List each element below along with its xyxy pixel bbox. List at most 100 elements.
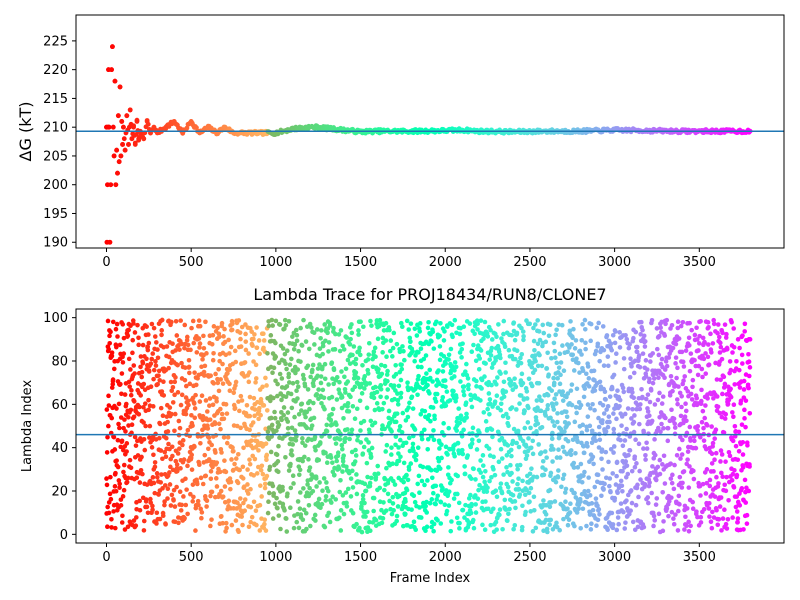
delta-g-point bbox=[113, 182, 119, 188]
lambda-point bbox=[320, 364, 325, 370]
lambda-point bbox=[284, 529, 290, 534]
lambda-point bbox=[679, 452, 685, 457]
lambda-point bbox=[705, 354, 711, 360]
lambda-point bbox=[655, 397, 661, 403]
lambda-x-ticks: 0 500 1000 1500 2000 2500 3000 3500 bbox=[102, 543, 716, 565]
lambda-point bbox=[722, 507, 727, 513]
lambda-point bbox=[425, 325, 431, 331]
lambda-point bbox=[285, 425, 291, 431]
lambda-point bbox=[222, 484, 228, 489]
lambda-point bbox=[146, 369, 152, 374]
lambda-point bbox=[558, 372, 563, 378]
lambda-point bbox=[717, 504, 723, 509]
lambda-point bbox=[562, 490, 568, 495]
lambda-point bbox=[528, 445, 534, 451]
lambda-point bbox=[620, 443, 626, 449]
lambda-point bbox=[649, 490, 654, 496]
lambda-point bbox=[469, 404, 475, 410]
lambda-point bbox=[197, 399, 203, 404]
lambda-point bbox=[364, 460, 370, 466]
lambda-point bbox=[535, 341, 541, 347]
lambda-point bbox=[701, 356, 707, 362]
lambda-point bbox=[227, 381, 232, 387]
lambda-point bbox=[541, 528, 546, 534]
lambda-point bbox=[676, 384, 681, 389]
lambda-point bbox=[720, 474, 725, 480]
lambda-point bbox=[208, 476, 214, 482]
lambda-point bbox=[342, 439, 347, 445]
lambda-point bbox=[215, 325, 220, 331]
lambda-point bbox=[474, 384, 479, 389]
lambda-point bbox=[490, 434, 495, 440]
lambda-point bbox=[403, 499, 408, 504]
lambda-point bbox=[107, 491, 113, 497]
lambda-point bbox=[282, 326, 287, 332]
lambda-point bbox=[611, 444, 617, 449]
lambda-point bbox=[466, 382, 471, 388]
lambda-point bbox=[338, 478, 343, 483]
lambda-point bbox=[151, 452, 156, 458]
delta-g-x-tick-label: 2500 bbox=[513, 255, 546, 270]
lambda-point bbox=[398, 454, 403, 460]
lambda-point bbox=[536, 329, 542, 334]
lambda-point bbox=[414, 452, 419, 458]
lambda-point bbox=[206, 435, 212, 440]
lambda-point bbox=[731, 485, 737, 490]
lambda-point bbox=[126, 379, 132, 385]
lambda-point bbox=[367, 381, 373, 386]
lambda-point bbox=[462, 471, 468, 477]
lambda-point bbox=[565, 349, 570, 355]
lambda-point bbox=[257, 528, 263, 533]
lambda-point bbox=[328, 455, 334, 460]
lambda-point bbox=[722, 416, 728, 421]
lambda-point bbox=[607, 483, 612, 489]
lambda-point bbox=[623, 332, 628, 338]
lambda-point bbox=[572, 419, 578, 425]
lambda-point bbox=[302, 383, 308, 389]
lambda-point bbox=[267, 490, 272, 496]
lambda-point bbox=[613, 329, 618, 334]
lambda-point bbox=[135, 322, 140, 328]
lambda-point bbox=[601, 411, 607, 416]
lambda-point bbox=[130, 350, 135, 356]
lambda-point bbox=[344, 500, 349, 506]
lambda-point bbox=[240, 464, 246, 470]
delta-g-point bbox=[121, 124, 126, 130]
lambda-point bbox=[323, 494, 329, 499]
lambda-point bbox=[683, 348, 689, 353]
lambda-point bbox=[554, 455, 560, 460]
lambda-point bbox=[224, 440, 230, 446]
lambda-point bbox=[296, 525, 302, 531]
lambda-point bbox=[330, 460, 335, 465]
lambda-point bbox=[179, 341, 185, 347]
lambda-point bbox=[547, 522, 552, 527]
lambda-point bbox=[280, 484, 285, 490]
lambda-point bbox=[518, 393, 524, 398]
lambda-point bbox=[423, 353, 429, 358]
lambda-point bbox=[438, 521, 444, 526]
lambda-point bbox=[641, 446, 646, 451]
lambda-point bbox=[155, 381, 160, 387]
lambda-point bbox=[715, 404, 721, 410]
delta-g-point bbox=[107, 239, 113, 245]
lambda-point bbox=[286, 380, 292, 385]
lambda-point bbox=[690, 499, 695, 505]
lambda-point bbox=[725, 516, 731, 522]
lambda-point bbox=[434, 497, 439, 502]
lambda-point bbox=[424, 510, 429, 515]
lambda-point bbox=[570, 437, 576, 443]
lambda-point bbox=[491, 454, 496, 460]
lambda-point bbox=[712, 494, 718, 499]
lambda-point bbox=[718, 344, 724, 350]
lambda-point bbox=[226, 337, 231, 343]
lambda-point bbox=[249, 438, 254, 443]
lambda-point bbox=[126, 327, 131, 333]
lambda-point bbox=[276, 443, 281, 449]
lambda-point bbox=[158, 480, 164, 485]
lambda-point bbox=[703, 403, 708, 408]
lambda-point bbox=[651, 513, 657, 519]
lambda-point bbox=[446, 465, 451, 470]
lambda-point bbox=[114, 344, 119, 350]
lambda-point bbox=[644, 440, 649, 446]
lambda-point bbox=[234, 423, 240, 429]
